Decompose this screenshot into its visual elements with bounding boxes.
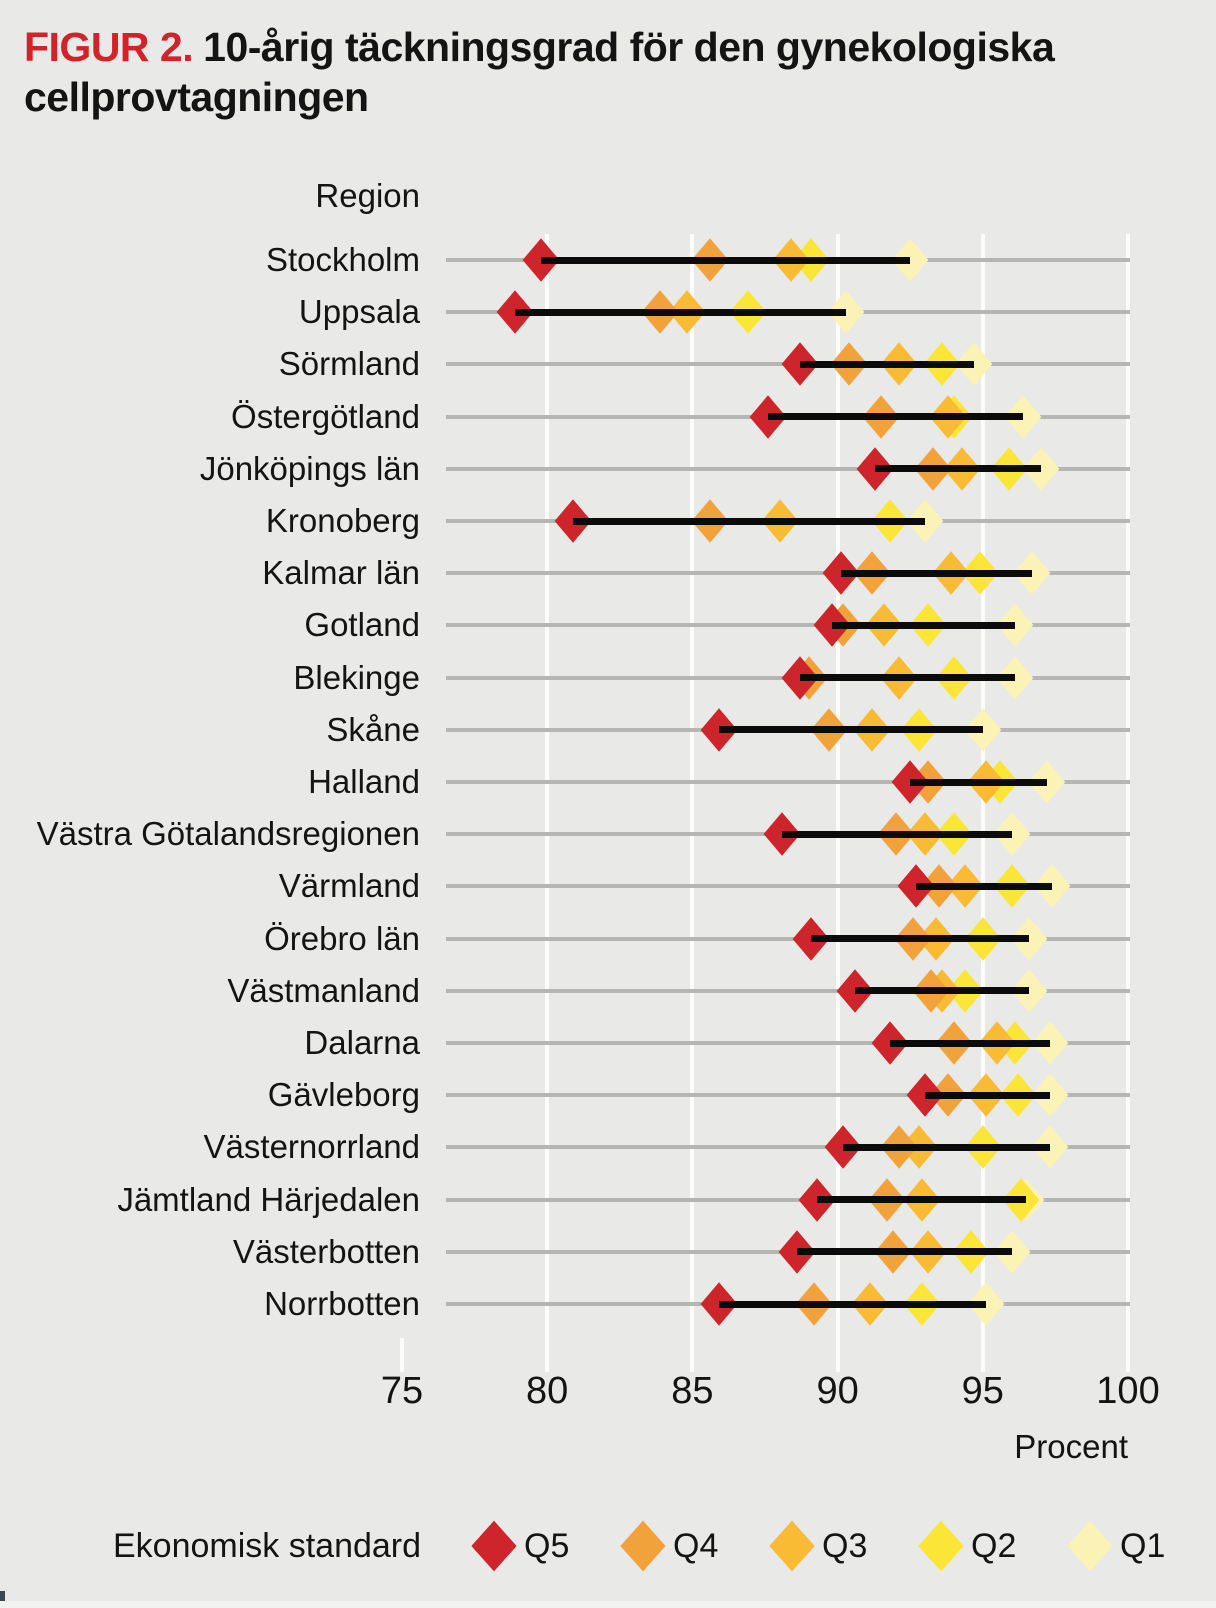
gridline-90 <box>835 234 840 1338</box>
tick-stub-85 <box>690 1338 695 1372</box>
range-connector <box>875 465 1041 473</box>
region-label: Jämtland Härjedalen <box>117 1180 420 1218</box>
gridline-80 <box>545 234 550 1338</box>
legend-label-q5: Q5 <box>524 1527 570 1565</box>
x-axis-tick-labels: 75 80 85 90 95 100 <box>381 1366 1160 1416</box>
range-connector <box>799 674 1015 682</box>
tick-stub-95 <box>980 1338 985 1372</box>
range-connector <box>840 569 1033 577</box>
region-label: Uppsala <box>298 293 420 331</box>
range-connector <box>718 726 983 734</box>
x-axis-title: Procent <box>1014 1428 1128 1465</box>
legend-diamond-q2 <box>918 1520 964 1572</box>
legend: Ekonomisk standard Q5 Q4 Q3 Q2 Q1 <box>0 1518 1216 1574</box>
range-connector <box>541 256 911 264</box>
range-connector <box>796 1248 1012 1256</box>
legend-label-q3: Q3 <box>822 1527 868 1565</box>
region-label: Värmland <box>278 867 420 905</box>
region-label: Gotland <box>304 606 420 644</box>
legend-item-q1: Q1 <box>1067 1518 1166 1574</box>
range-connector <box>843 1143 1050 1151</box>
region-label: Östergötland <box>231 397 420 435</box>
region-label: Jönköpings län <box>199 449 420 487</box>
crop-artifact <box>0 1591 5 1603</box>
figure-title: FIGUR 2. 10-årig täckningsgrad för den gy… <box>24 22 1210 122</box>
region-label: Sörmland <box>278 345 420 383</box>
row-baseline <box>446 1093 1130 1098</box>
region-label: Dalarna <box>304 1024 420 1061</box>
range-connector <box>799 360 975 368</box>
legend-diamond-q3 <box>769 1520 815 1572</box>
range-connector <box>573 517 925 525</box>
figure-number-label: FIGUR 2. <box>24 24 194 70</box>
x-axis-ticks <box>400 1338 1130 1372</box>
range-connector <box>924 1091 1050 1099</box>
tick-stub-100 <box>1126 1338 1130 1372</box>
range-connector <box>831 621 1015 629</box>
row-baseline <box>446 466 1130 471</box>
tick-label-95: 95 <box>961 1370 1004 1412</box>
legend-label-q4: Q4 <box>673 1527 719 1565</box>
region-label: Halland <box>308 763 420 800</box>
gridline-100 <box>1126 234 1130 1338</box>
legend-diamond-q5 <box>471 1520 517 1572</box>
y-axis-header: Region <box>315 177 420 214</box>
legend-item-q5: Q5 <box>471 1518 570 1574</box>
region-label: Västerbotten <box>232 1232 420 1270</box>
tick-label-90: 90 <box>816 1370 859 1412</box>
tick-stub-90 <box>835 1338 840 1372</box>
range-connector <box>811 935 1030 943</box>
legend-diamond-q4 <box>620 1520 666 1572</box>
range-connector <box>916 882 1053 890</box>
legend-diamond-q1 <box>1067 1520 1113 1572</box>
range-connector <box>718 1300 986 1308</box>
legend-item-q4: Q4 <box>620 1518 719 1574</box>
range-connector <box>782 830 1012 838</box>
range-connector <box>889 1039 1050 1047</box>
legend-label-q1: Q1 <box>1120 1527 1166 1565</box>
region-label: Örebro län <box>264 919 420 957</box>
region-label: Västernorrland <box>203 1128 420 1166</box>
row-baseline <box>446 1041 1130 1045</box>
row-baseline <box>446 988 1130 993</box>
legend-label-q2: Q2 <box>971 1527 1017 1565</box>
row-baseline <box>446 884 1130 889</box>
region-label: Gävleborg <box>267 1076 420 1114</box>
range-connector <box>855 987 1030 995</box>
region-label: Kalmar län <box>262 554 420 592</box>
bottom-strip <box>0 1601 1216 1608</box>
tick-label-100: 100 <box>1096 1370 1160 1412</box>
region-label: Västra Götalandsregionen <box>36 815 420 853</box>
gridline-85 <box>690 234 695 1338</box>
region-label: Norrbotten <box>264 1285 420 1322</box>
row-baseline <box>446 936 1130 941</box>
region-label: Kronoberg <box>265 502 420 539</box>
row-baseline <box>446 1145 1130 1150</box>
plot-area <box>402 234 1130 1338</box>
legend-item-q2: Q2 <box>918 1518 1017 1574</box>
range-connector <box>910 778 1047 786</box>
tick-label-75: 75 <box>380 1370 424 1412</box>
row-baseline <box>446 571 1130 576</box>
range-connector <box>767 413 1024 421</box>
region-label: Västmanland <box>227 971 420 1009</box>
region-label: Skåne <box>326 710 420 748</box>
legend-item-q3: Q3 <box>769 1518 868 1574</box>
figure-title-text: 10-årig täckningsgrad för den gynekologi… <box>24 24 1055 121</box>
row-baseline <box>446 623 1130 628</box>
legend-title: Ekonomisk standard <box>113 1527 422 1565</box>
tick-label-85: 85 <box>671 1370 714 1412</box>
row-baseline <box>446 1197 1130 1202</box>
region-label: Blekinge <box>293 658 420 696</box>
tick-stub-75 <box>400 1338 404 1372</box>
region-label: Stockholm <box>265 241 420 278</box>
range-connector <box>817 1196 1027 1204</box>
tick-label-80: 80 <box>526 1370 569 1412</box>
range-connector <box>515 308 847 316</box>
row-baseline <box>446 780 1130 784</box>
tick-stub-80 <box>545 1338 550 1372</box>
